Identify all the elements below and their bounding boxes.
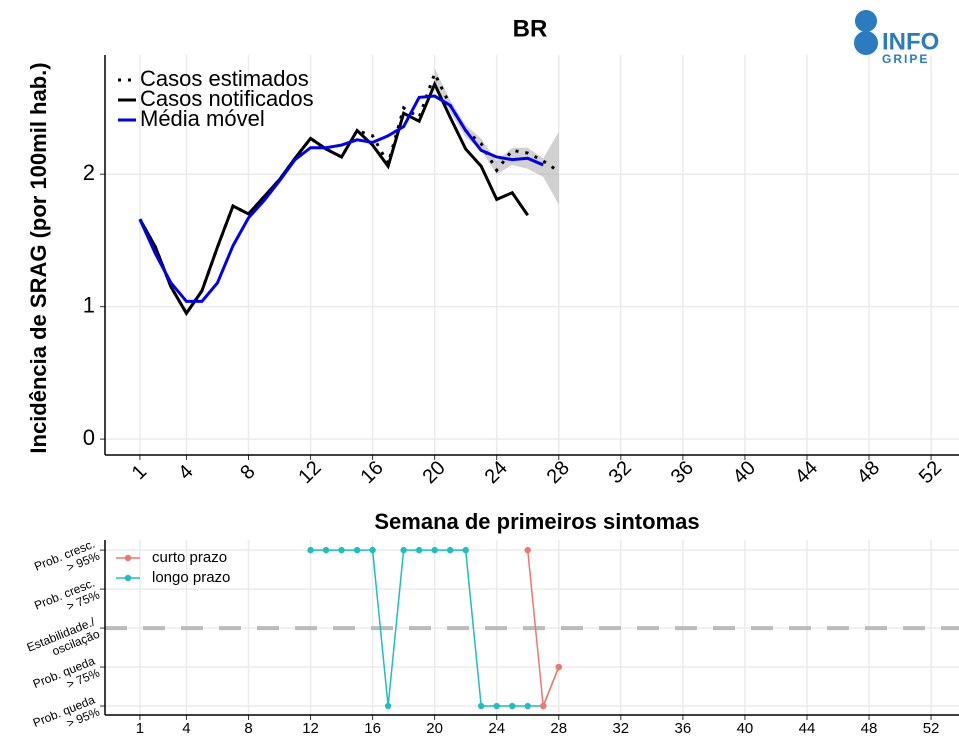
legend-label: Média móvel	[140, 106, 265, 131]
point	[353, 546, 361, 554]
y-tick-label: 1	[83, 292, 95, 317]
x-tick-label: 1	[128, 461, 151, 484]
chart-title: BR	[513, 15, 548, 42]
x-tick-label: 36	[667, 457, 698, 488]
point	[400, 546, 407, 554]
y-tick-label: Prob. queda> 95%	[31, 693, 102, 742]
point	[384, 702, 392, 710]
logo-pin	[854, 31, 878, 55]
x-tick-label: 8	[236, 461, 259, 484]
x-tick-label: 24	[488, 720, 505, 737]
legend-label: Casos estimados	[140, 66, 309, 91]
x-tick-label: 32	[612, 720, 629, 737]
x-tick-label: 40	[729, 457, 760, 488]
x-tick-label: 12	[302, 720, 319, 737]
point	[415, 546, 423, 554]
x-tick-label: 20	[419, 457, 450, 488]
point	[462, 546, 469, 554]
x-tick-label: 20	[426, 720, 443, 737]
x-tick-label: 4	[182, 720, 190, 737]
x-tick-label: 40	[737, 720, 754, 737]
point	[338, 546, 345, 554]
point	[524, 702, 531, 710]
x-tick-label: 8	[244, 720, 252, 737]
legend-swatch	[124, 554, 132, 562]
x-tick-label: 12	[294, 457, 325, 488]
x-tick-label: 52	[915, 457, 946, 488]
x-tick-label: 4	[174, 461, 197, 484]
logo-text: GRIPE	[882, 52, 929, 66]
point	[446, 546, 454, 554]
x-tick-label: 1	[136, 720, 144, 737]
logo-text: INFO	[882, 28, 939, 55]
legend-label: Casos notificados	[140, 86, 314, 111]
x-tick-label: 44	[799, 720, 816, 737]
x-tick-label: 48	[853, 457, 884, 488]
x-tick-label: 16	[356, 457, 387, 488]
logo: INFO GRIPE	[854, 10, 939, 66]
y-tick-label: 2	[83, 160, 95, 185]
series-line	[138, 94, 544, 303]
logo-pin	[855, 10, 878, 51]
x-tick-label: 32	[605, 457, 636, 488]
x-tick-label: 24	[481, 457, 512, 488]
y-axis-label: Incidência de SRAG (por 100mil hab.)	[26, 62, 51, 453]
x-tick-label: 28	[543, 457, 574, 488]
point	[322, 546, 330, 554]
legend-label: longo prazo	[152, 569, 230, 586]
point	[369, 546, 376, 554]
x-tick-label: 16	[364, 720, 381, 737]
x-tick-label: 36	[675, 720, 692, 737]
legend-label: curto prazo	[152, 549, 227, 566]
legend-swatch	[124, 574, 132, 582]
x-tick-label: 44	[791, 457, 822, 488]
point	[493, 702, 500, 710]
x-tick-label: 52	[923, 720, 940, 737]
point	[524, 546, 531, 554]
point	[555, 663, 562, 671]
point	[431, 546, 438, 554]
point	[307, 546, 314, 554]
point	[509, 702, 516, 710]
x-axis-label: Semana de primeiros sintomas	[374, 509, 699, 534]
point	[477, 702, 485, 710]
x-tick-label: 28	[550, 720, 567, 737]
x-tick-label: 48	[861, 720, 878, 737]
y-tick-label: 0	[83, 425, 95, 450]
point	[540, 702, 547, 710]
